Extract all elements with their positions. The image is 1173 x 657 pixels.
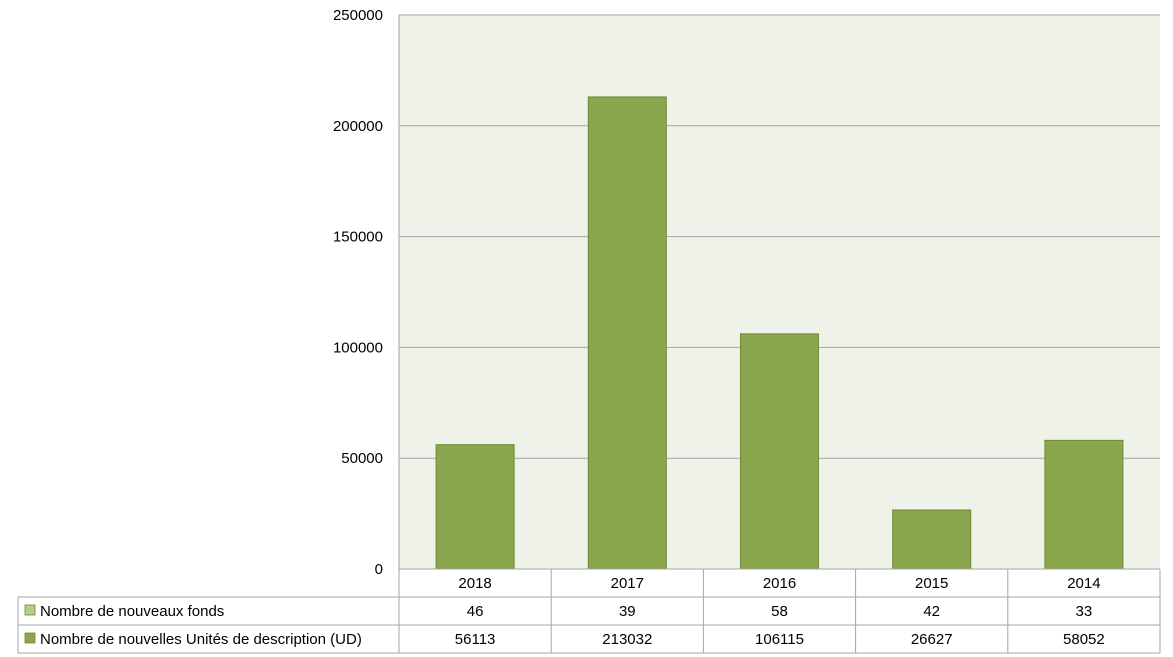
table-cell: 58 <box>771 603 788 620</box>
y-tick-label: 50000 <box>341 450 383 467</box>
table-cell: 33 <box>1076 603 1093 620</box>
table-cell: 213032 <box>602 631 652 648</box>
data-table: 2018 2017 2016 2015 2014 Nombre de nouveaux f… <box>17 568 1161 654</box>
bar-2015 <box>892 509 972 570</box>
table-cell: 56113 <box>455 631 496 648</box>
table-cell: 42 <box>923 603 940 620</box>
table-cell: 46 <box>467 603 484 620</box>
y-tick-label: 0 <box>375 561 383 578</box>
legend-key-2 <box>24 632 36 644</box>
bar-2016 <box>740 333 819 570</box>
x-tick-label: 2016 <box>763 575 796 592</box>
table-cell: 106115 <box>755 631 804 648</box>
y-tick-label: 200000 <box>333 118 383 135</box>
x-tick-label: 2015 <box>915 575 948 592</box>
table-cell: 39 <box>619 603 636 620</box>
row-label: Nombre de nouvelles Unités de descriptio… <box>40 631 362 648</box>
y-axis-tick-labels: 0 50000 100000 150000 200000 250000 <box>333 7 383 578</box>
x-tick-label: 2014 <box>1067 575 1100 592</box>
bar-2018 <box>435 444 515 570</box>
table-cell: 58052 <box>1063 631 1105 648</box>
bar-2014 <box>1044 439 1124 570</box>
row-label: Nombre de nouveaux fonds <box>40 603 224 620</box>
y-tick-label: 100000 <box>333 339 383 356</box>
bar-2017 <box>587 96 667 570</box>
table-cell: 26627 <box>911 631 953 648</box>
legend-key-1 <box>24 604 36 616</box>
x-tick-label: 2018 <box>458 575 491 592</box>
y-tick-label: 250000 <box>333 7 383 24</box>
x-tick-label: 2017 <box>611 575 644 592</box>
y-tick-label: 150000 <box>333 229 383 246</box>
